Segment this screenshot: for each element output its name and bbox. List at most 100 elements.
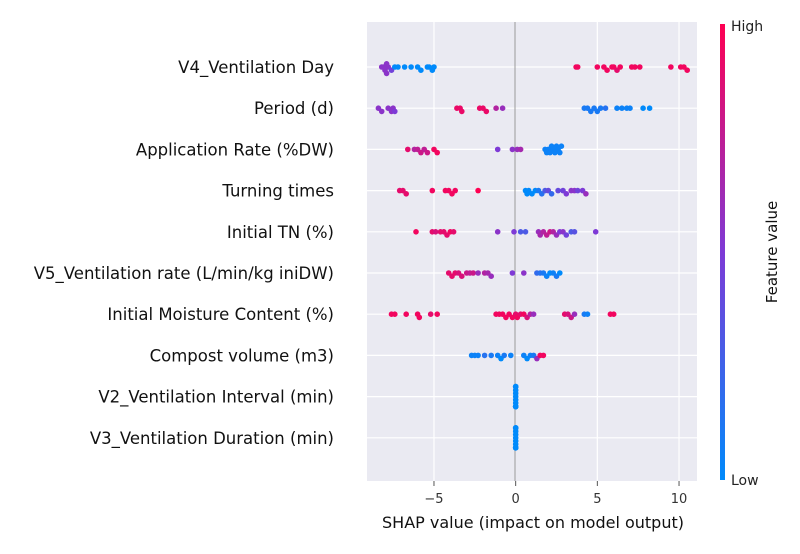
shap-point bbox=[668, 64, 674, 70]
shap-point bbox=[517, 146, 524, 153]
shap-point bbox=[563, 191, 570, 197]
shap-point bbox=[392, 311, 398, 318]
shap-point bbox=[470, 270, 477, 276]
shap-point bbox=[610, 311, 617, 318]
shap-point bbox=[563, 232, 570, 238]
feature-label: V5_Ventilation rate (L/min/kg iniDW) bbox=[34, 264, 334, 284]
shap-point bbox=[508, 352, 514, 359]
plot-background bbox=[367, 22, 697, 481]
feature-label: V2_Ventilation Interval (min) bbox=[98, 388, 334, 408]
feature-label: Initial Moisture Content (%) bbox=[107, 305, 334, 324]
shap-point bbox=[475, 270, 481, 276]
shap-point bbox=[557, 149, 563, 156]
shap-point bbox=[408, 64, 414, 70]
shap-point bbox=[401, 64, 408, 70]
shap-point bbox=[512, 445, 519, 451]
shap-point bbox=[517, 229, 524, 235]
shap-point bbox=[684, 67, 690, 73]
shap-point bbox=[392, 108, 398, 115]
shap-point bbox=[557, 270, 563, 276]
feature-label: Period (d) bbox=[254, 99, 334, 118]
shap-point bbox=[583, 191, 589, 197]
shap-point bbox=[512, 383, 519, 390]
shap-point bbox=[501, 352, 508, 359]
shap-point bbox=[619, 105, 625, 111]
shap-point bbox=[584, 311, 591, 318]
shap-point bbox=[481, 352, 488, 359]
feature-label: V4_Ventilation Day bbox=[178, 58, 334, 78]
shap-point bbox=[499, 105, 506, 111]
shap-point bbox=[488, 352, 495, 359]
shap-point bbox=[429, 187, 436, 194]
shap-point bbox=[459, 273, 465, 280]
shap-point bbox=[483, 108, 490, 115]
shap-point bbox=[494, 229, 501, 235]
shap-point bbox=[617, 64, 623, 70]
colorbar-low-label: Low bbox=[731, 473, 759, 489]
feature-label: V3_Ventilation Duration (min) bbox=[90, 429, 334, 449]
shap-point bbox=[434, 311, 441, 318]
shap-point bbox=[378, 108, 385, 115]
shap-point bbox=[604, 67, 610, 73]
x-tick-label: 5 bbox=[593, 492, 601, 507]
shap-point bbox=[530, 311, 537, 318]
shap-point bbox=[413, 229, 419, 235]
shap-point bbox=[574, 64, 581, 70]
shap-point bbox=[521, 270, 527, 276]
shap-point bbox=[571, 311, 578, 318]
shap-point bbox=[602, 105, 609, 111]
shap-point bbox=[488, 273, 495, 280]
feature-label: Compost volume (m3) bbox=[150, 346, 334, 365]
feature-label: Turning times bbox=[221, 182, 334, 201]
shap-point bbox=[450, 229, 457, 235]
shap-point bbox=[632, 64, 638, 70]
shap-point bbox=[512, 425, 519, 431]
shap-point bbox=[640, 105, 646, 111]
shap-point bbox=[383, 70, 390, 77]
colorbar-title: Feature value bbox=[763, 201, 781, 303]
shap-point bbox=[475, 352, 481, 359]
colorbar bbox=[720, 24, 725, 480]
shap-point bbox=[509, 146, 516, 153]
shap-point bbox=[555, 187, 561, 194]
shap-point bbox=[509, 270, 516, 276]
shap-point bbox=[416, 314, 423, 321]
shap-point bbox=[431, 64, 437, 70]
shap-point bbox=[459, 108, 465, 115]
shap-point bbox=[475, 187, 481, 194]
shap-point bbox=[597, 105, 604, 111]
shap-point bbox=[493, 105, 499, 111]
x-tick-label: 10 bbox=[671, 492, 688, 507]
shap-point bbox=[405, 146, 411, 153]
shap-point bbox=[592, 229, 599, 235]
shap-point bbox=[427, 311, 434, 318]
shap-point bbox=[511, 229, 517, 235]
shap-point bbox=[434, 149, 441, 156]
shap-point bbox=[424, 149, 431, 156]
shap-point bbox=[540, 352, 547, 359]
x-axis-label: SHAP value (impact on model output) bbox=[382, 513, 684, 532]
shap-point bbox=[571, 229, 578, 235]
shap-point bbox=[627, 105, 633, 111]
shap-point bbox=[637, 64, 643, 70]
shap-point bbox=[418, 67, 424, 73]
shap-point bbox=[548, 191, 555, 197]
shap-point bbox=[646, 105, 653, 111]
shap-point bbox=[432, 229, 439, 235]
x-tick-label: −5 bbox=[424, 492, 443, 507]
shap-point bbox=[614, 105, 620, 111]
shap-point bbox=[452, 187, 459, 194]
x-tick-label: 0 bbox=[512, 492, 520, 507]
shap-point bbox=[512, 403, 519, 410]
shap-point bbox=[395, 64, 401, 70]
colorbar-high-label: High bbox=[731, 19, 763, 35]
shap-point bbox=[403, 311, 410, 318]
shap-point bbox=[494, 146, 501, 153]
shap-point bbox=[558, 143, 565, 149]
feature-label: Initial TN (%) bbox=[227, 223, 334, 242]
shap-point bbox=[574, 187, 581, 194]
shap-point bbox=[594, 64, 601, 70]
shap-point bbox=[522, 229, 529, 235]
